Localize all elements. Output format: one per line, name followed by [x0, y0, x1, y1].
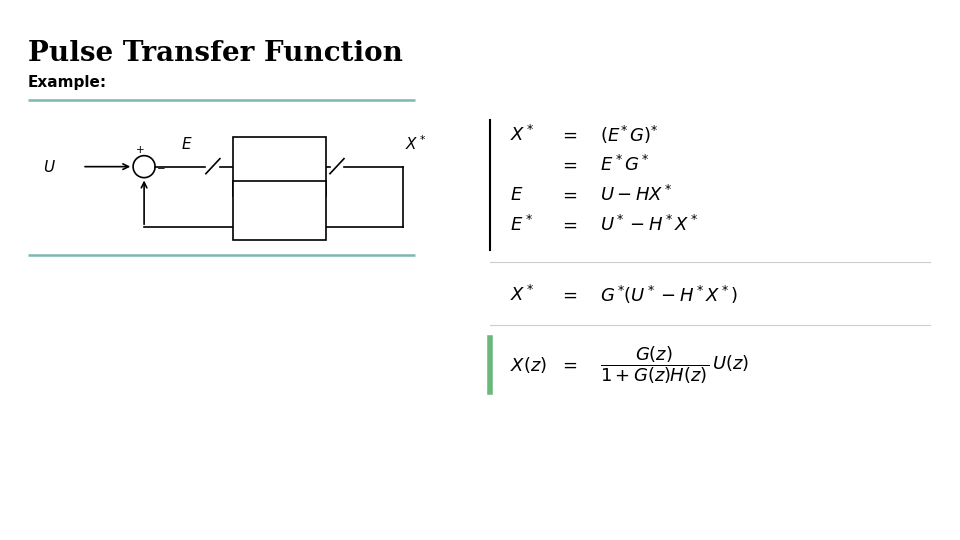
Text: $X(z)$: $X(z)$	[510, 355, 547, 375]
Text: $X^*$: $X^*$	[405, 134, 427, 153]
Text: $=$: $=$	[559, 356, 577, 374]
Text: $G(s)$: $G(s)$	[263, 158, 296, 176]
Text: −: −	[157, 164, 166, 174]
Bar	[233, 137, 326, 196]
Text: +: +	[135, 145, 144, 154]
Text: $=$: $=$	[559, 286, 577, 304]
Text: $E$: $E$	[180, 136, 192, 152]
Text: $U$: $U$	[43, 159, 57, 174]
Text: $X^*$: $X^*$	[510, 125, 535, 145]
Bar	[233, 180, 326, 240]
Text: $=$: $=$	[559, 156, 577, 174]
Text: $=$: $=$	[559, 186, 577, 204]
Text: $=$: $=$	[559, 126, 577, 144]
Text: $X^*$: $X^*$	[510, 285, 535, 305]
Text: $H(s)$: $H(s)$	[264, 201, 296, 219]
Text: $\left(E^{\!*}G\right)^{\!*}$: $\left(E^{\!*}G\right)^{\!*}$	[600, 124, 659, 146]
Text: $E^*G^*$: $E^*G^*$	[600, 155, 650, 175]
Text: $E^*$: $E^*$	[510, 215, 533, 235]
Text: $U - HX^*$: $U - HX^*$	[600, 185, 673, 205]
Text: Pulse Transfer Function: Pulse Transfer Function	[28, 40, 403, 67]
Text: $=$: $=$	[559, 216, 577, 234]
Text: $E$: $E$	[510, 186, 523, 204]
Text: $U^* - H^*X^*$: $U^* - H^*X^*$	[600, 215, 699, 235]
Text: Example:: Example:	[28, 75, 108, 90]
Text: $G^*\!\left(U^* - H^*X^*\right)$: $G^*\!\left(U^* - H^*X^*\right)$	[600, 284, 738, 306]
Text: $\dfrac{G(z)}{1+G(z)H(z)}\,U(z)$: $\dfrac{G(z)}{1+G(z)H(z)}\,U(z)$	[600, 344, 750, 386]
